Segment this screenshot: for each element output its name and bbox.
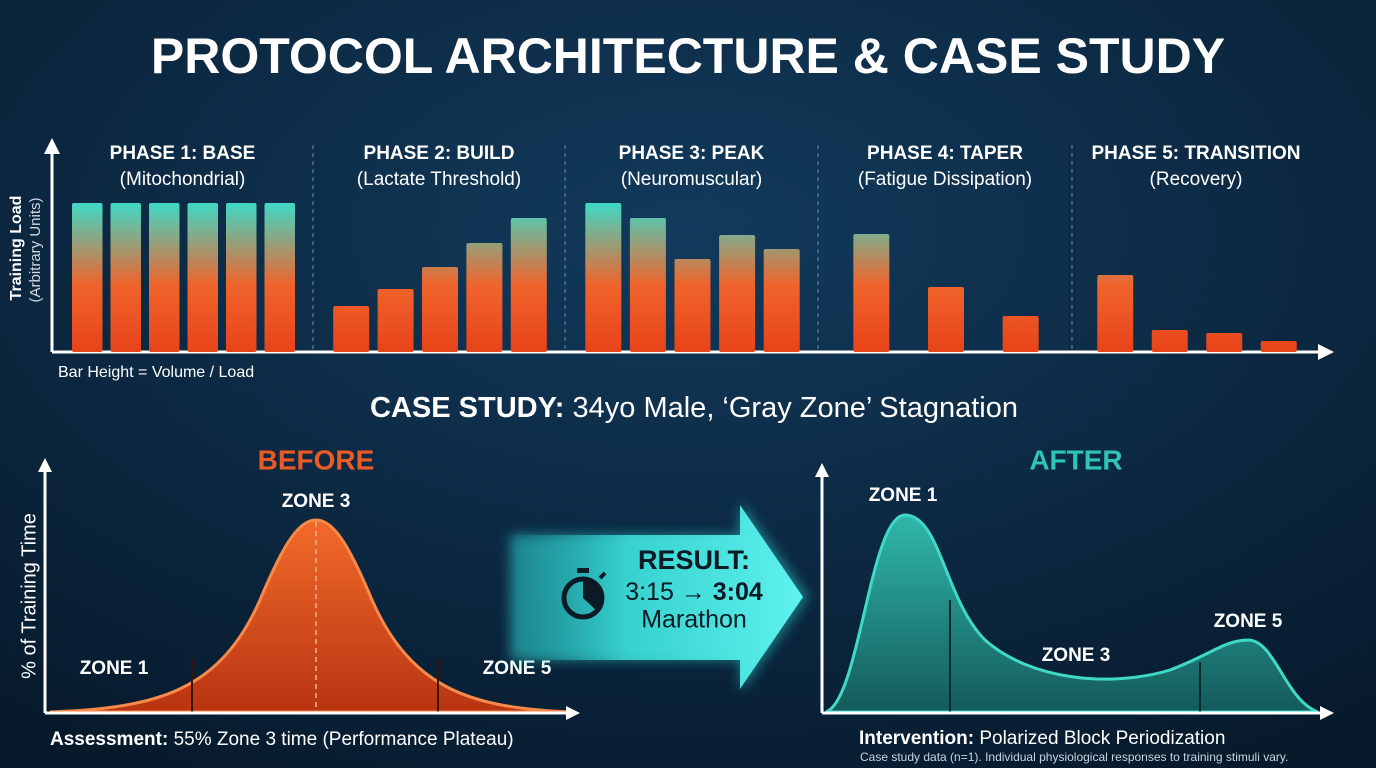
- bar: [719, 235, 756, 352]
- phase-title: PHASE 3: PEAK: [619, 143, 765, 164]
- bar: [377, 289, 414, 352]
- phase-title: PHASE 5: TRANSITION: [1091, 143, 1300, 164]
- caption-text: Polarized Block Periodization: [979, 728, 1225, 749]
- bar: [333, 306, 370, 352]
- caption: Assessment: 55% Zone 3 time (Performance…: [50, 729, 514, 750]
- zone-label: ZONE 5: [1214, 611, 1283, 632]
- axis-arrow: [566, 706, 580, 720]
- phase-subtitle: (Recovery): [1150, 169, 1243, 190]
- bar: [226, 203, 257, 352]
- bar: [1097, 275, 1134, 352]
- time-before: 3:15: [625, 578, 674, 606]
- bar: [72, 203, 103, 352]
- before-curve: [49, 518, 573, 714]
- time-arrow: →: [681, 578, 706, 606]
- bar: [674, 259, 711, 352]
- axis-arrow: [44, 138, 60, 154]
- axis-arrow: [1320, 706, 1334, 720]
- phase-subtitle: (Lactate Threshold): [357, 169, 521, 190]
- before-title: BEFORE: [258, 444, 375, 475]
- phase-title: PHASE 4: TAPER: [867, 143, 1023, 164]
- caption-label: Assessment:: [50, 729, 168, 750]
- footnote: Case study data (n=1). Individual physio…: [860, 750, 1288, 764]
- note: Bar Height = Volume / Load: [58, 364, 254, 381]
- phase-subtitle: (Mitochondrial): [120, 169, 246, 190]
- axis-arrow: [38, 458, 52, 472]
- before-panel: BEFORE % of Training Time ZONE 1 ZONE 3 …: [18, 444, 580, 750]
- bar: [510, 218, 547, 352]
- bar: [853, 234, 890, 352]
- caption: Intervention: Polarized Block Periodizat…: [859, 728, 1225, 749]
- time-after: 3:04: [713, 578, 763, 606]
- phase-title: PHASE 1: BASE: [110, 143, 256, 164]
- arrow: [510, 505, 803, 689]
- after-title: AFTER: [1029, 444, 1122, 475]
- caption-text: 55% Zone 3 time (Performance Plateau): [174, 729, 514, 750]
- phase-title: PHASE 2: BUILD: [364, 143, 515, 164]
- zone-label: ZONE 5: [483, 658, 552, 679]
- title: PROTOCOL ARCHITECTURE & CASE STUDY: [151, 28, 1225, 84]
- case-study: CASE STUDY: 34yo Male, ‘Gray Zone’ Stagn…: [370, 392, 1018, 424]
- after-panel: AFTER ZONE 1 ZONE 3 ZONE 5 Intervention:…: [815, 444, 1334, 764]
- bar: [422, 267, 458, 352]
- bar: [466, 243, 503, 352]
- bar: [585, 203, 622, 352]
- caption-label: Intervention:: [859, 728, 974, 749]
- phase-subtitle: (Neuromuscular): [621, 169, 762, 190]
- axis-arrow: [815, 463, 829, 477]
- y-axis-label: % of Training Time: [18, 513, 40, 679]
- zone-label: ZONE 3: [282, 491, 351, 512]
- bar: [1151, 330, 1188, 352]
- axis-arrow: [1318, 344, 1334, 360]
- case-study-label: CASE STUDY:: [370, 392, 564, 424]
- bar: [1206, 333, 1243, 352]
- bar-chart: Training Load (Arbitrary Units) Bar Heig…: [8, 138, 1334, 381]
- bar: [1002, 316, 1039, 352]
- result-times: 3:15 → 3:04: [625, 578, 763, 606]
- stopwatch-icon: [561, 568, 607, 620]
- case-study-text: 34yo Male, ‘Gray Zone’ Stagnation: [573, 392, 1018, 424]
- bar: [149, 203, 180, 352]
- bar: [264, 203, 295, 352]
- result-arrow: RESULT: 3:15 → 3:04 Marathon: [510, 502, 808, 692]
- result-label: RESULT:: [638, 545, 750, 575]
- bar: [110, 203, 141, 352]
- bar: [928, 287, 964, 352]
- bar: [187, 203, 218, 352]
- phase-subtitle: (Fatigue Dissipation): [858, 169, 1032, 190]
- result-event: Marathon: [641, 606, 747, 634]
- zone-label: ZONE 3: [1042, 645, 1111, 666]
- y-axis-label: Training Load: [8, 196, 25, 301]
- bar: [1260, 341, 1297, 352]
- bar: [763, 249, 800, 352]
- zone-label: ZONE 1: [80, 658, 149, 679]
- y-axis-sublabel: (Arbitrary Units): [27, 197, 44, 302]
- bar: [629, 218, 666, 352]
- zone-label: ZONE 1: [869, 485, 938, 506]
